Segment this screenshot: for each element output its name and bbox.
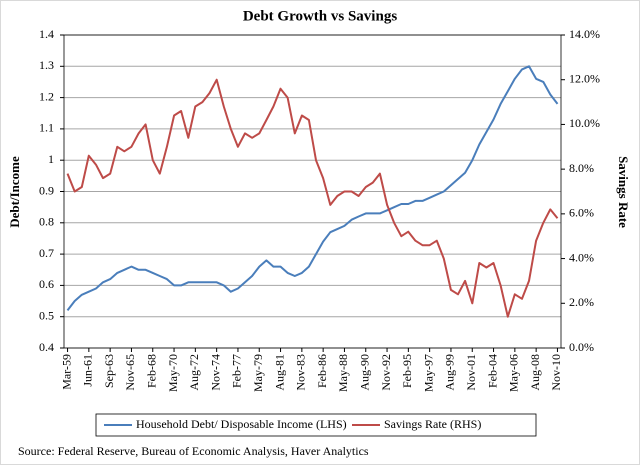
y2-tick-label: 0.0% (569, 340, 594, 354)
y-tick-label: 0.6 (39, 277, 54, 291)
y-tick-label: 1.4 (39, 27, 54, 41)
y-tick-label: 1.2 (39, 89, 54, 103)
x-tick-label: Mar-59 (59, 354, 73, 390)
x-tick-label: Sep-63 (102, 354, 116, 388)
series-line (66, 65, 559, 312)
y2-tick-label: 4.0% (569, 250, 594, 264)
y2-tick-label: 8.0% (569, 161, 594, 175)
chart-title: Debt Growth vs Savings (243, 8, 397, 24)
x-tick-label: Aug-90 (358, 354, 372, 391)
x-tick-label: Nov-83 (294, 354, 308, 391)
y-tick-label: 0.9 (39, 183, 54, 197)
y-tick-label: 0.5 (39, 308, 54, 322)
plot-frame (63, 34, 562, 349)
y2-tick-label: 14.0% (569, 27, 600, 41)
x-tick-label: Aug-72 (187, 354, 201, 391)
x-tick-label: Feb-77 (230, 354, 244, 388)
x-tick-label: Nov-10 (549, 354, 563, 391)
x-tick-label: May-79 (251, 354, 265, 392)
x-tick-label: Feb-68 (145, 354, 159, 388)
source-note: Source: Federal Reserve, Bureau of Econo… (18, 444, 369, 458)
x-tick-label: Nov-74 (208, 354, 222, 391)
x-tick-label: Feb-95 (400, 354, 414, 388)
x-tick-label: Nov-92 (379, 354, 393, 391)
y-tick-label: 0.4 (39, 340, 54, 354)
y-tick-label: 0.8 (39, 215, 54, 229)
x-tick-label: Jun-61 (81, 354, 95, 387)
y-tick-label: 1 (48, 152, 54, 166)
x-tick-label: Feb-04 (485, 354, 499, 388)
x-tick-label: May-97 (421, 354, 435, 392)
x-tick-label: May-70 (166, 354, 180, 392)
x-tick-label: Nov-01 (464, 354, 478, 391)
y2-tick-label: 12.0% (569, 71, 600, 85)
x-tick-label: Feb-86 (315, 354, 329, 388)
y-tick-label: 1.1 (39, 121, 54, 135)
x-tick-label: Aug-99 (443, 354, 457, 391)
x-tick-label: Aug-81 (272, 354, 286, 391)
legend-label: Household Debt/ Disposable Income (LHS) (136, 417, 347, 431)
y-tick-label: 1.3 (39, 58, 54, 72)
y2-tick-label: 2.0% (569, 295, 594, 309)
series-line (66, 78, 559, 318)
legend-box (95, 413, 537, 437)
x-tick-label: Nov-65 (123, 354, 137, 391)
x-tick-label: Aug-08 (528, 354, 542, 391)
y-tick-label: 0.7 (39, 246, 54, 260)
x-tick-label: May-88 (336, 354, 350, 392)
y2-axis-title: Savings Rate (616, 156, 631, 228)
x-tick-label: May-06 (507, 354, 521, 392)
legend-label: Savings Rate (RHS) (384, 417, 481, 431)
y2-tick-label: 6.0% (569, 206, 594, 220)
y-axis-title: Debt/Income (7, 156, 22, 228)
y2-tick-label: 10.0% (569, 116, 600, 130)
